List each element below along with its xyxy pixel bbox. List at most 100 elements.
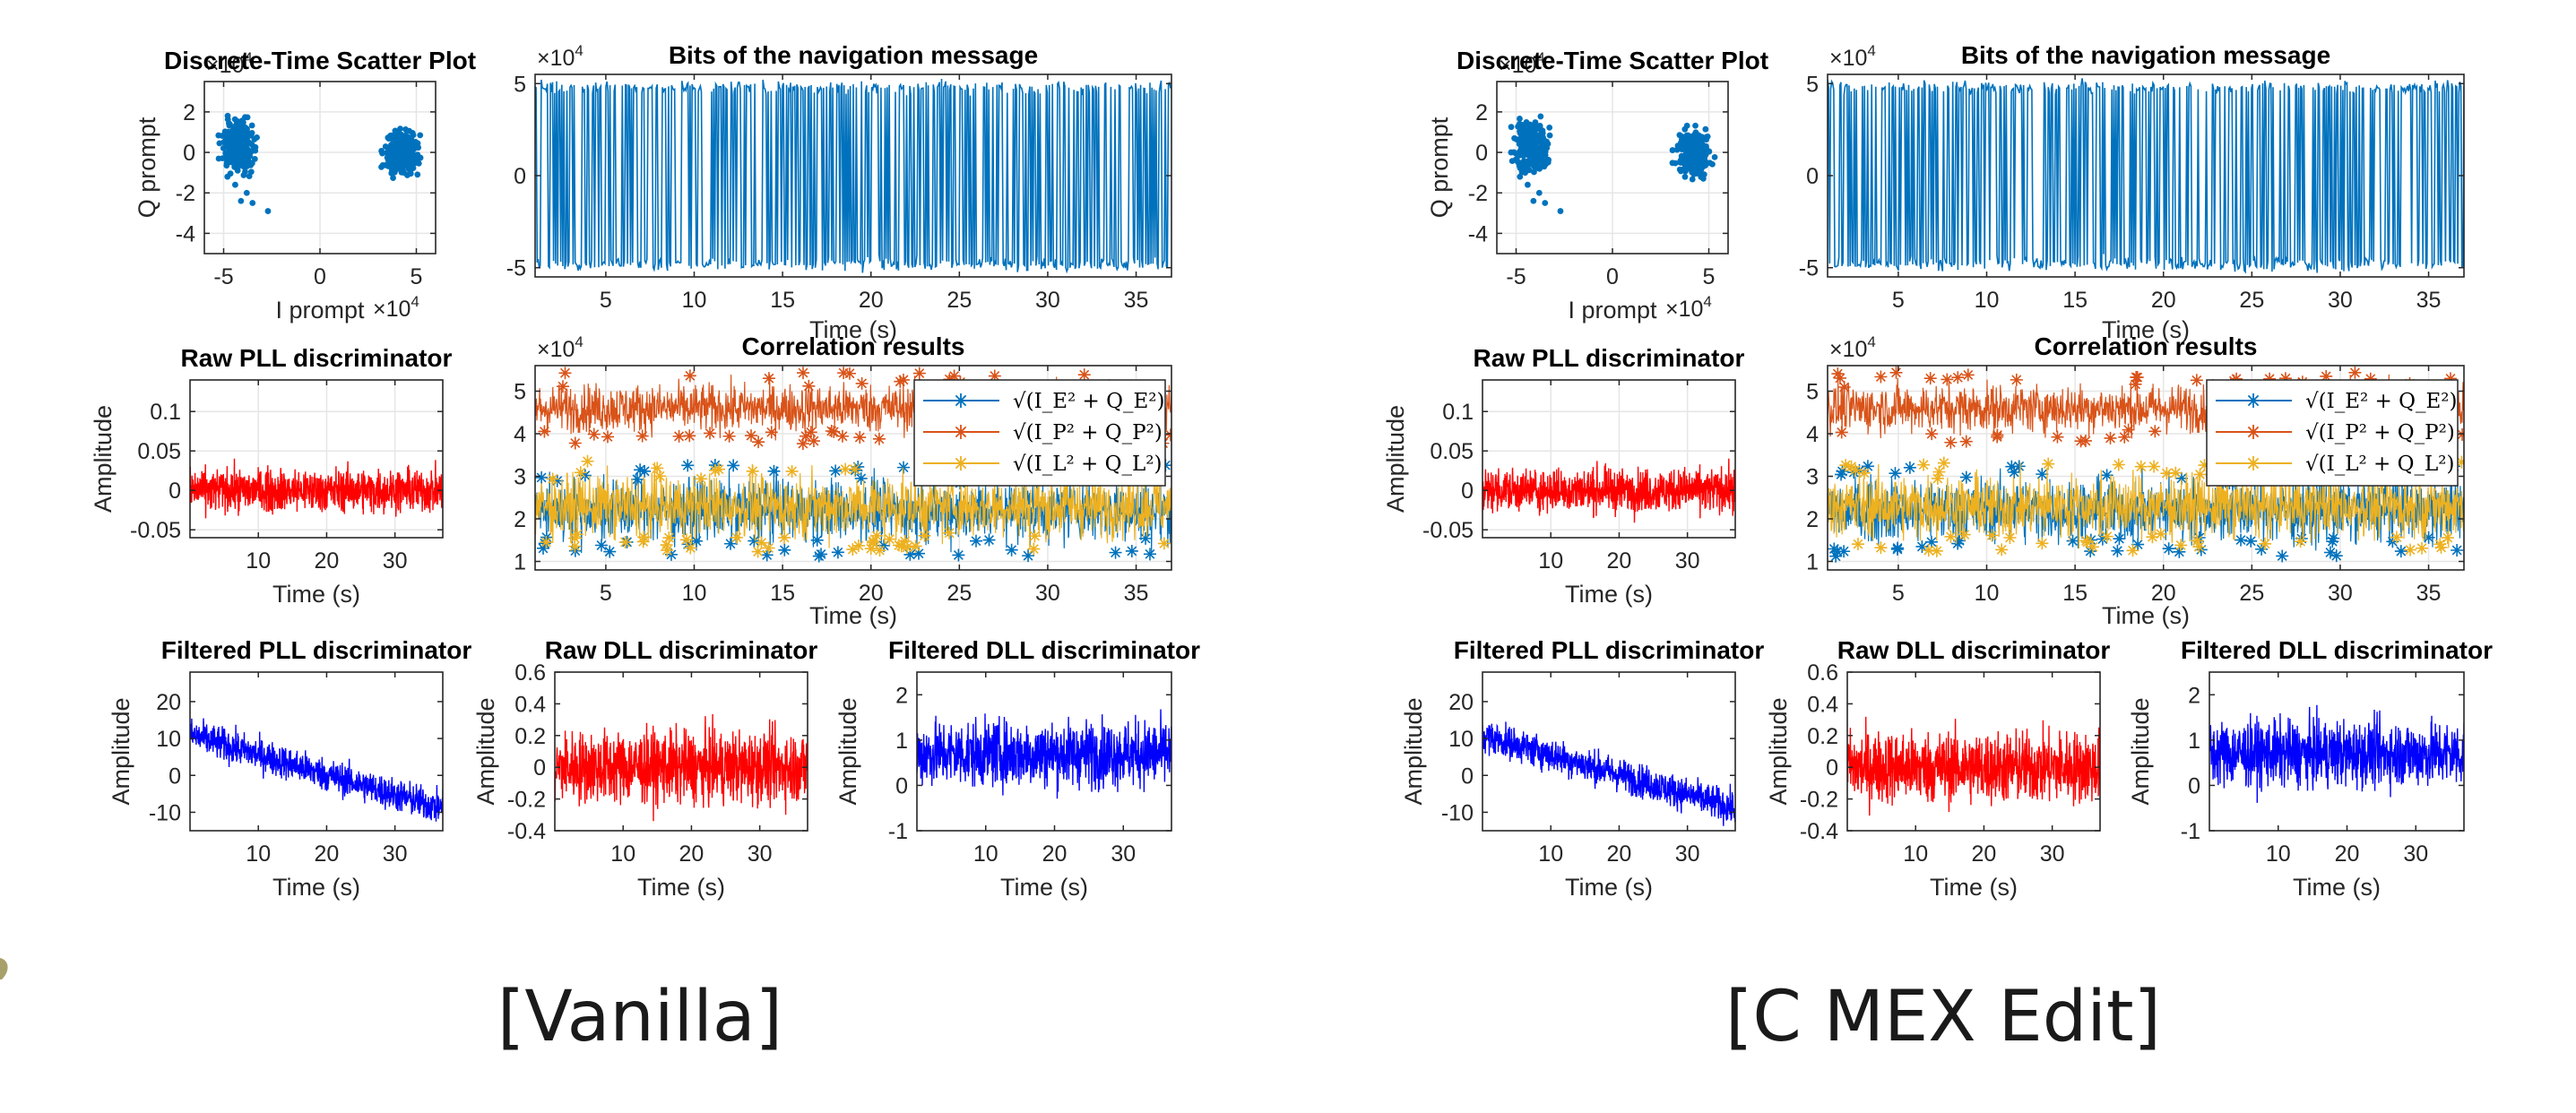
corr-marker <box>807 435 820 448</box>
scatter-point <box>1515 123 1521 130</box>
corr-marker <box>802 379 816 393</box>
filtdll-line <box>917 709 1171 799</box>
chart-title: Raw DLL discriminator <box>1837 636 2111 664</box>
scatter-point <box>1517 165 1524 171</box>
corr-marker <box>2235 533 2248 547</box>
chart-title: Raw PLL discriminator <box>181 344 453 372</box>
scatter-point-outlier <box>264 208 272 214</box>
corr-marker <box>635 429 649 443</box>
y-axis-label: Amplitude <box>2127 697 2154 805</box>
y-axis-label: Q prompt <box>1426 116 1453 218</box>
corr-marker <box>778 543 791 556</box>
x-tick-label: 15 <box>770 288 795 313</box>
corr-marker <box>762 372 775 385</box>
corr-marker <box>2190 374 2203 387</box>
corr-marker <box>1163 428 1171 442</box>
corr-marker <box>2080 536 2094 549</box>
chart-title: Raw DLL discriminator <box>545 636 818 664</box>
corr-marker <box>2154 527 2167 540</box>
x-tick-label: 20 <box>1607 548 1632 574</box>
x-axis-label: I prompt <box>1568 297 1657 324</box>
x-tick-label: 20 <box>1972 841 1997 867</box>
corr-marker <box>2100 530 2114 543</box>
y-tick-label: 1 <box>514 550 526 575</box>
corr-marker <box>2192 540 2206 554</box>
scatter-point <box>378 163 385 170</box>
x-tick-label: 20 <box>315 841 340 867</box>
corr-marker <box>1991 430 2004 444</box>
scatter-point <box>1526 137 1533 144</box>
scatter-point <box>1687 140 1694 147</box>
scatter-point <box>219 133 226 139</box>
corr-marker <box>2390 531 2403 544</box>
x-tick-label: 30 <box>1675 841 1700 867</box>
x-tick-label: 20 <box>859 288 884 313</box>
legend-label: √(I_E² + Q_E²) <box>1013 390 1164 413</box>
corr-marker <box>2148 460 2161 473</box>
y-tick-label: 2 <box>183 100 195 125</box>
corr-marker <box>2074 435 2088 448</box>
x-tick-label: 15 <box>770 581 795 606</box>
corr-marker <box>1143 548 1156 561</box>
scatter-point <box>408 152 415 160</box>
y-tick-label: 0 <box>1475 141 1488 166</box>
corr-marker <box>853 431 867 444</box>
corr-marker <box>684 541 697 555</box>
legend-label: √(I_L² + Q_L²) <box>2305 453 2454 476</box>
corr-marker <box>2173 545 2186 558</box>
corr-marker <box>681 459 695 472</box>
corr-marker <box>1931 471 1944 485</box>
scatter-point <box>1536 166 1543 172</box>
corr-marker <box>2131 371 2144 384</box>
corr-marker <box>2174 539 2188 552</box>
y-tick-label: 5 <box>514 72 526 97</box>
corr-marker <box>2005 460 2018 473</box>
x-tick-label: 10 <box>682 581 707 606</box>
x-tick-label: 10 <box>2266 841 2291 867</box>
corr-marker <box>829 464 843 478</box>
corr-marker <box>1915 539 1929 553</box>
scatter-point <box>1678 145 1685 151</box>
plot-marks <box>2209 704 2464 803</box>
x-tick-label: 0 <box>1606 264 1619 289</box>
corr-marker <box>538 425 551 438</box>
chart-vanilla-rawpll: 10 20 30 0.1 0.05 0 -0.05 Raw PLL discriminator… <box>90 344 453 608</box>
scatter-point <box>216 140 223 147</box>
y-tick-label: 4 <box>514 422 526 447</box>
scatter-point-outlier <box>1557 208 1564 214</box>
x-tick-label: 5 <box>411 264 423 289</box>
rawpll-line <box>190 458 443 519</box>
corr-marker <box>2394 545 2407 558</box>
legend-marker <box>954 425 968 439</box>
x-tick-label: 15 <box>2062 581 2088 606</box>
scatter-point <box>1515 159 1521 166</box>
corr-marker <box>2294 535 2307 548</box>
x-tick-label: 20 <box>1607 841 1632 867</box>
scatter-point <box>407 166 414 173</box>
corr-marker <box>1022 549 1035 563</box>
x-tick-label: 10 <box>682 288 707 313</box>
corr-series-line-2 <box>1828 462 2464 549</box>
y-tick-label: 10 <box>156 727 181 752</box>
scatter-point-outlier <box>1535 189 1543 196</box>
corr-marker <box>1125 544 1138 557</box>
scatter-point <box>1520 133 1527 140</box>
x-tick-label: 10 <box>1538 841 1563 867</box>
axes-box <box>1482 379 1736 539</box>
corr-marker <box>746 464 759 478</box>
x-axis-label: Time (s) <box>2102 316 2190 343</box>
rawpll-line <box>1482 458 1735 523</box>
corr-marker <box>2066 534 2079 548</box>
scatter-point <box>245 153 252 160</box>
corr-marker <box>1831 367 1845 381</box>
scatter-point <box>1546 124 1553 131</box>
corr-marker <box>2160 467 2174 480</box>
corr-marker <box>1835 426 1848 439</box>
axes-box <box>2209 671 2465 832</box>
corr-marker <box>1941 373 1954 386</box>
scatter-point <box>1701 158 1708 165</box>
y-tick-label: -2 <box>1468 181 1488 206</box>
scatter-point <box>403 143 411 151</box>
scatter-point <box>1683 132 1690 139</box>
